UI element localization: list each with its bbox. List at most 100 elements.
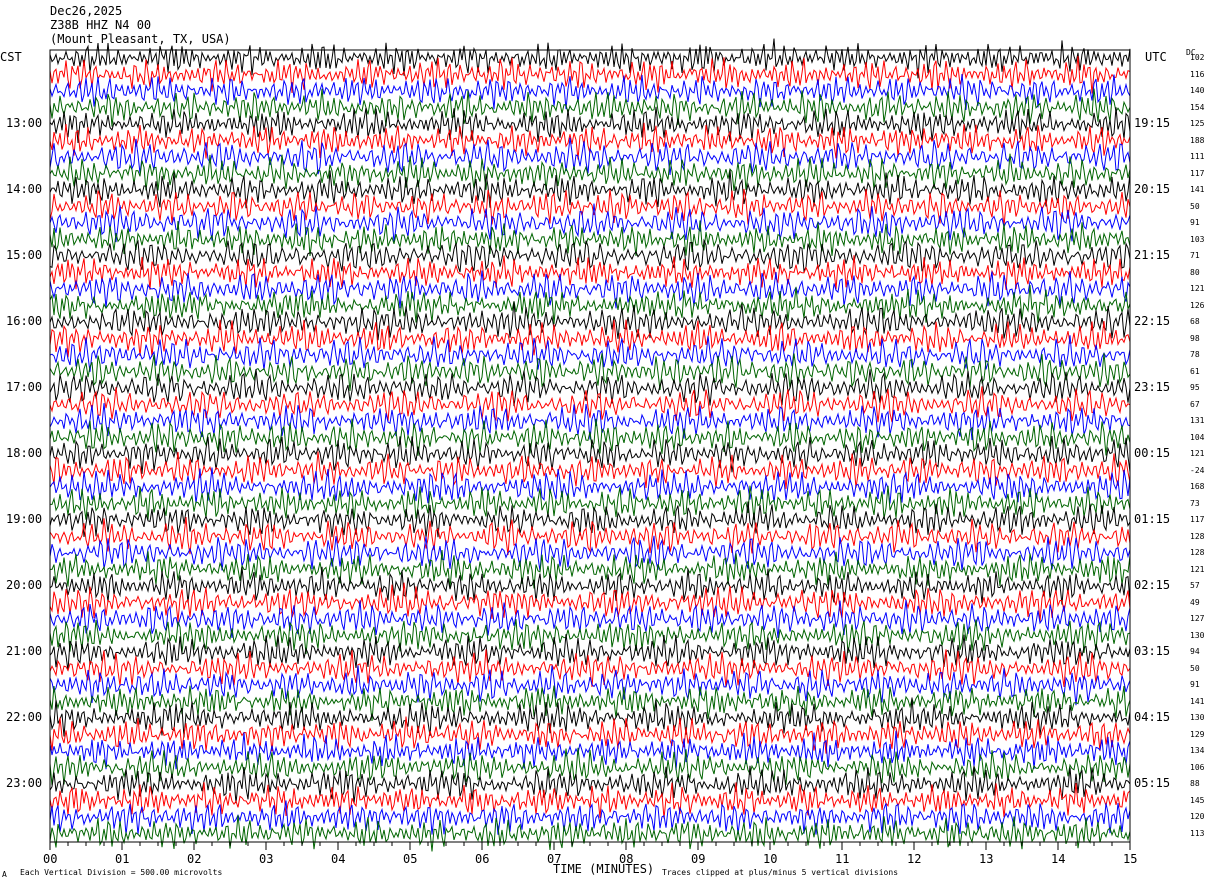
x-tick-label: 03 bbox=[259, 852, 274, 866]
right-hour-label: 04:15 bbox=[1134, 710, 1171, 724]
trace-row-33 bbox=[49, 582, 1131, 622]
left-hour-label: 19:00 bbox=[6, 512, 43, 526]
left-hour-label: 16:00 bbox=[6, 314, 43, 328]
trace-row-36 bbox=[49, 634, 1131, 671]
dc-offset-label: 129 bbox=[1190, 729, 1205, 739]
trace-row-41 bbox=[49, 716, 1131, 754]
dc-offset-label: 94 bbox=[1190, 647, 1200, 656]
right-timezone-label: UTC bbox=[1145, 50, 1167, 64]
left-hour-label: 21:00 bbox=[6, 644, 43, 658]
dc-offset-label: 104 bbox=[1190, 432, 1205, 442]
right-hour-label: 01:15 bbox=[1134, 512, 1171, 526]
dc-offset-label: 131 bbox=[1190, 416, 1205, 425]
x-tick-label: 10 bbox=[763, 852, 778, 866]
dc-offset-label: 88 bbox=[1190, 779, 1200, 788]
trace-row-47 bbox=[49, 814, 1131, 852]
dc-offset-label: 154 bbox=[1190, 102, 1205, 112]
x-tick-label: 11 bbox=[835, 852, 850, 866]
trace-row-21 bbox=[49, 386, 1131, 423]
dc-offset-label: 117 bbox=[1190, 168, 1205, 178]
dc-offset-label: 121 bbox=[1190, 564, 1205, 574]
dc-offset-label: 168 bbox=[1190, 482, 1205, 491]
dc-offset-label: 73 bbox=[1190, 498, 1200, 508]
trace-row-37 bbox=[49, 649, 1131, 688]
x-tick-label: 14 bbox=[1051, 852, 1066, 866]
trace-row-10 bbox=[49, 203, 1131, 243]
right-hour-label: 22:15 bbox=[1134, 314, 1171, 328]
left-hour-label: 20:00 bbox=[6, 578, 43, 592]
x-tick-label: 07 bbox=[547, 852, 562, 866]
dc-offset-label: 102 bbox=[1190, 53, 1205, 62]
x-tick-marks bbox=[49, 842, 1131, 850]
trace-row-8 bbox=[49, 169, 1131, 209]
x-tick-label: 13 bbox=[979, 852, 994, 866]
trace-row-29 bbox=[49, 517, 1131, 555]
trace-row-25 bbox=[49, 451, 1131, 489]
dc-offset-label: 67 bbox=[1190, 399, 1200, 409]
left-hour-label: 23:00 bbox=[6, 776, 43, 790]
dc-offset-label: 78 bbox=[1190, 350, 1200, 359]
date-label: Dec26,2025 bbox=[50, 4, 123, 18]
trace-row-27 bbox=[49, 485, 1131, 520]
dc-offset-label: 140 bbox=[1190, 86, 1205, 95]
dc-offset-label: -24 bbox=[1190, 465, 1205, 475]
trace-row-24 bbox=[49, 435, 1131, 475]
dc-offset-label: 125 bbox=[1190, 119, 1205, 128]
dc-offset-label: 130 bbox=[1190, 630, 1205, 640]
trace-row-35 bbox=[49, 619, 1131, 655]
dc-offset-label: 98 bbox=[1190, 333, 1200, 343]
trace-row-4 bbox=[49, 106, 1131, 144]
dc-offset-label: 188 bbox=[1190, 135, 1205, 145]
trace-row-13 bbox=[49, 255, 1131, 290]
dc-offset-label: 91 bbox=[1190, 680, 1200, 689]
x-tick-label: 01 bbox=[115, 852, 130, 866]
trace-row-17 bbox=[49, 319, 1131, 358]
x-tick-label: 05 bbox=[403, 852, 418, 866]
trace-row-34 bbox=[49, 599, 1131, 639]
dc-offset-label: 127 bbox=[1190, 614, 1205, 623]
dc-offset-label: 145 bbox=[1190, 795, 1205, 805]
dc-offset-label: 91 bbox=[1190, 218, 1200, 227]
dc-offset-label: 120 bbox=[1190, 812, 1205, 821]
left-hour-label: 14:00 bbox=[6, 182, 43, 196]
trace-layer bbox=[49, 38, 1131, 852]
dc-offset-label: 71 bbox=[1190, 251, 1200, 260]
trace-row-40 bbox=[49, 697, 1131, 738]
trace-row-14 bbox=[49, 270, 1131, 309]
trace-row-30 bbox=[49, 535, 1131, 572]
trace-row-20 bbox=[49, 369, 1131, 407]
dc-offset-label: 126 bbox=[1190, 300, 1205, 310]
right-hour-label: 02:15 bbox=[1134, 578, 1171, 592]
trace-row-2 bbox=[49, 74, 1131, 110]
x-tick-label: 04 bbox=[331, 852, 346, 866]
clipping-note: Traces clipped at plus/minus 5 vertical … bbox=[662, 868, 899, 877]
dc-offset-label: 128 bbox=[1190, 531, 1205, 541]
trace-row-16 bbox=[49, 301, 1131, 341]
left-timezone-label: CST bbox=[0, 50, 22, 64]
right-hour-label: 03:15 bbox=[1134, 644, 1171, 658]
x-tick-label: 02 bbox=[187, 852, 202, 866]
x-tick-label: 09 bbox=[691, 852, 706, 866]
trace-row-28 bbox=[49, 501, 1131, 538]
right-hour-label: 23:15 bbox=[1134, 380, 1171, 394]
dc-offset-label: 117 bbox=[1190, 515, 1205, 524]
dc-offset-label: 113 bbox=[1190, 828, 1205, 838]
vertical-division-note: Each Vertical Division = 500.00 microvol… bbox=[20, 868, 223, 877]
trace-row-3 bbox=[49, 88, 1131, 127]
x-tick-label: 12 bbox=[907, 852, 922, 866]
dc-offset-label: 50 bbox=[1190, 663, 1200, 673]
corner-mark: A bbox=[2, 870, 7, 879]
dc-offset-label: 121 bbox=[1190, 449, 1205, 458]
x-tick-label: 06 bbox=[475, 852, 490, 866]
trace-row-26 bbox=[49, 467, 1131, 504]
dc-offset-label: 103 bbox=[1190, 234, 1205, 244]
trace-row-19 bbox=[49, 353, 1131, 391]
trace-row-15 bbox=[49, 284, 1131, 325]
left-hour-label: 17:00 bbox=[6, 380, 43, 394]
x-axis-label: TIME (MINUTES) bbox=[553, 862, 655, 876]
left-hour-label: 13:00 bbox=[6, 116, 43, 130]
x-tick-label: 15 bbox=[1123, 852, 1138, 866]
trace-row-42 bbox=[49, 730, 1131, 771]
dc-offset-label: 141 bbox=[1190, 185, 1205, 194]
dc-offset-label: 95 bbox=[1190, 383, 1200, 392]
